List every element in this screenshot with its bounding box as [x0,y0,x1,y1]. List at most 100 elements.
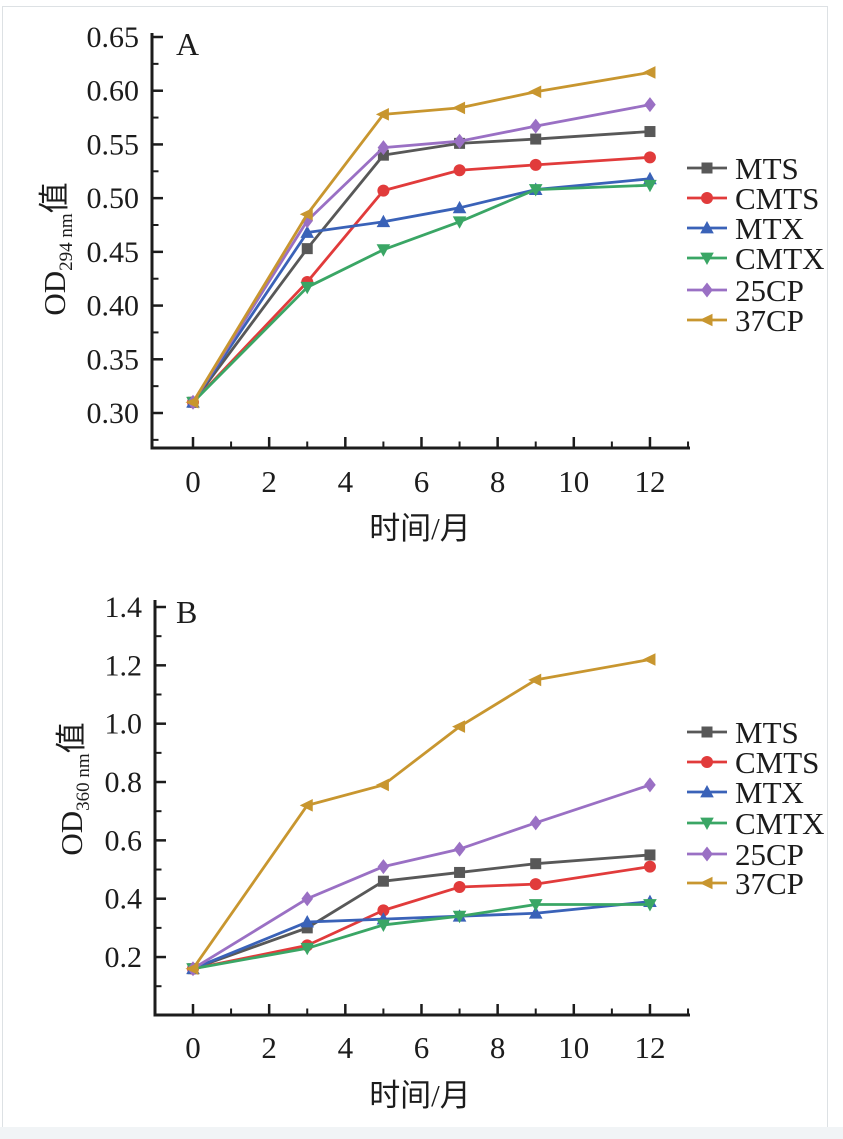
x-tick-label: 4 [338,464,354,499]
legend-marker-square-icon [701,162,713,174]
data-point-37CP [528,85,542,99]
data-point-37CP [185,962,199,976]
x-tick-label: 12 [634,464,665,499]
data-point-MTS [301,243,313,255]
data-point-37CP [375,108,389,121]
legend-label: 37CP [735,303,804,338]
data-point-37CP [528,673,542,687]
legend-marker-circle-icon [701,756,713,768]
series-line-37CP [191,71,652,404]
data-point-MTX [528,906,543,919]
data-point-CMTX [643,179,657,193]
figure-bottom-margin [0,1127,843,1139]
x-tick-label: 2 [261,464,277,499]
legend-marker-triangle-left-icon [699,313,713,327]
data-point-25CP [529,815,542,831]
series-line-CMTX [191,183,652,404]
x-tick-label: 6 [414,1030,430,1065]
data-point-37CP [642,66,656,79]
legend-item-CMTX: CMTX [687,241,825,276]
data-point-25CP [453,841,466,857]
x-tick-label: 10 [558,1030,589,1065]
data-point-CMTS [643,860,656,873]
data-point-CMTS [377,904,390,917]
legend-item-CMTS: CMTS [687,181,819,216]
legend-item-MTS: MTS [687,715,799,750]
legend-label: CMTX [735,806,825,841]
series-line-25CP [191,783,652,971]
data-point-MTX [300,915,315,928]
legend-item-CMTS: CMTS [687,745,819,780]
data-point-37CP [299,207,313,221]
legend-label: CMTX [735,241,825,276]
data-point-MTS [301,922,313,934]
y-tick-label: 1.0 [105,708,143,741]
data-point-CMTX [452,910,467,924]
data-point-MTX [452,200,467,214]
data-point-MTS [530,133,542,145]
legend-marker-diamond-icon [701,282,713,298]
y-tick-label: 0.50 [87,182,140,215]
x-axis-label-panel-a: 时间/月 [369,511,471,546]
data-point-MTS [644,126,656,138]
panel-a: 0.65 0.60 0.55 0.50 0.45 0.40 0.35 0.30 0 2 4 6 8 10 1… [87,21,825,499]
series-line-MTS [191,853,652,971]
legend-item-MTS: MTS [687,151,799,186]
axes [150,33,690,450]
y-axis-label-b-subscript: 360 nm [73,753,95,811]
legend-label: 25CP [735,837,804,872]
x-tick-label: 8 [490,464,506,499]
legend-marker-square-icon [701,726,713,738]
y-tick-label: 0.30 [87,397,140,430]
data-point-25CP [377,859,390,875]
legend-item-MTX: MTX [687,211,804,246]
data-point-CMTX [376,244,391,257]
y-axis-label-a-main: OD [37,270,72,316]
data-point-37CP [452,720,466,733]
x-tick-label: 0 [185,1030,201,1065]
data-point-MTS [530,858,542,870]
series-line-25CP [191,103,652,404]
data-point-CMTX [300,281,315,295]
legend-item-25CP: 25CP [687,837,804,872]
y-tick-label: 0.4 [105,883,143,916]
legend-marker-triangle-up-icon [700,221,714,234]
y-tick-label: 0.2 [105,941,143,974]
legend-marker-triangle-up-icon [700,785,714,798]
series-line-CMTX [191,903,652,971]
x-tick-label: 2 [261,1030,277,1065]
x-tick-label: 0 [185,464,201,499]
x-tick-label: 6 [414,464,430,499]
data-point-MTX [300,225,315,238]
legend-item-37CP: 37CP [687,303,804,338]
data-point-CMTS [453,881,466,894]
data-point-25CP [453,133,466,149]
legend-marker-circle-icon [701,192,713,204]
y-tick-label: 0.60 [87,75,140,108]
data-point-CMTS [529,158,542,171]
data-point-37CP [299,799,313,812]
legend-label: 37CP [735,866,804,901]
data-point-CMTS [529,878,542,891]
y-axis-label-a-subscript: 294 nm [56,213,78,271]
y-axis-label-panel-b: OD360 nm值 [49,619,95,959]
legend-label: MTX [735,775,804,810]
data-point-CMTS [377,184,390,197]
data-point-25CP [301,891,314,907]
series-line-37CP [191,658,652,971]
y-axis-label-a-suffix: 值 [37,182,72,214]
legend-marker-triangle-down-icon [700,817,714,830]
legend-marker-triangle-down-icon [700,252,714,265]
legend-label: MTS [735,715,799,750]
legend-label: MTX [735,211,804,246]
data-point-CMTX [643,899,657,912]
panel-b: 1.4 1.2 1.0 0.8 0.6 0.4 0.2 0 2 4 6 8 10 12 MTSCMTSMTX… [105,591,825,1065]
legend-item-CMTX: CMTX [687,806,825,841]
y-tick-label: 1.4 [105,591,143,624]
axes [153,600,690,1017]
data-point-37CP [642,653,656,666]
